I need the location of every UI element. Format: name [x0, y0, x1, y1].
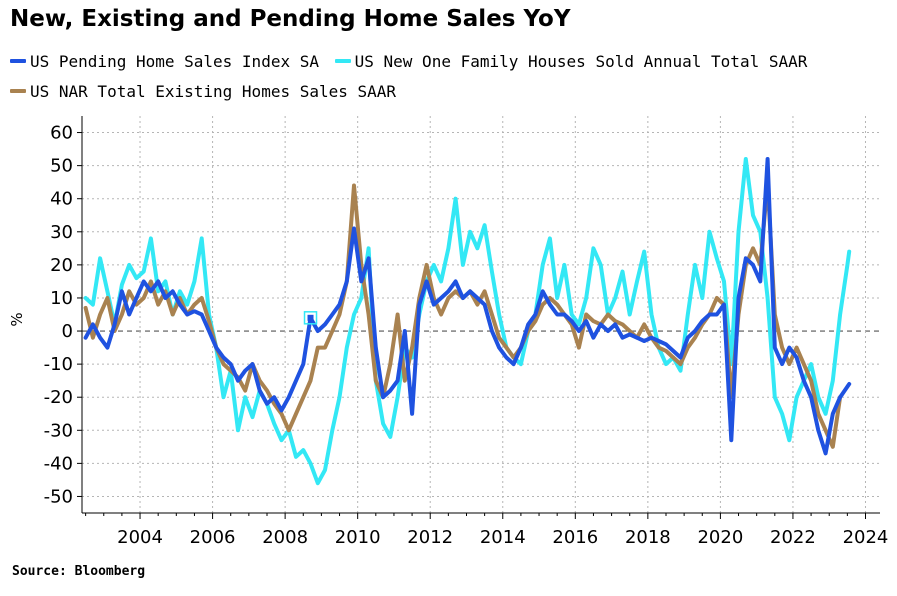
legend-item-new: US New One Family Houses Sold Annual Tot… — [334, 51, 808, 71]
legend-swatch — [10, 59, 26, 63]
y-tick-label: 60 — [50, 123, 73, 144]
legend-swatch — [10, 89, 26, 93]
y-tick-label: 10 — [50, 288, 73, 309]
y-axis-label: % — [8, 312, 26, 326]
x-tick-label: 2018 — [625, 527, 671, 548]
series-lines — [83, 157, 852, 486]
source-note: Source: Bloomberg — [12, 564, 146, 579]
x-tick-label: 2024 — [843, 527, 889, 548]
y-tick-label: 30 — [50, 222, 73, 243]
x-tick-label: 2004 — [117, 527, 163, 548]
y-tick-label: -10 — [44, 354, 73, 375]
legend-item-existing: US NAR Total Existing Homes Sales SAAR — [10, 82, 396, 101]
y-tick-label: -20 — [44, 387, 73, 408]
legend-label: US New One Family Houses Sold Annual Tot… — [354, 51, 808, 71]
y-tick-label: 40 — [50, 189, 73, 210]
chart-title: New, Existing and Pending Home Sales YoY — [10, 6, 571, 32]
legend-item-pending: US Pending Home Sales Index SA — [10, 52, 319, 71]
y-tick-label: 50 — [50, 156, 73, 177]
x-tick-label: 2022 — [770, 527, 816, 548]
y-tick-label: -50 — [44, 486, 73, 507]
legend-label: US NAR Total Existing Homes Sales SAAR — [30, 81, 397, 101]
series-line — [83, 157, 852, 456]
x-tick-label: 2006 — [190, 527, 236, 548]
x-tick-label: 2008 — [262, 527, 308, 548]
y-tick-label: -40 — [44, 453, 73, 474]
y-tick-label: 20 — [50, 255, 73, 276]
highlight-marker-dot — [307, 314, 314, 321]
x-tick-label: 2012 — [407, 527, 453, 548]
axes — [77, 116, 880, 519]
legend-row: US Pending Home Sales Index SA US New On… — [10, 48, 813, 71]
x-tick-label: 2014 — [480, 527, 526, 548]
legend-label: US Pending Home Sales Index SA — [30, 51, 319, 71]
gridlines — [82, 116, 880, 513]
series-line — [83, 157, 852, 486]
highlight-marker — [303, 311, 318, 325]
x-tick-label: 2016 — [552, 527, 598, 548]
x-tick-label: 2020 — [697, 527, 743, 548]
y-tick-label: 0 — [62, 321, 73, 342]
legend-row: US NAR Total Existing Homes Sales SAAR — [10, 78, 402, 101]
y-tick-label: -30 — [44, 420, 73, 441]
legend-swatch — [334, 59, 351, 63]
x-tick-label: 2010 — [335, 527, 381, 548]
